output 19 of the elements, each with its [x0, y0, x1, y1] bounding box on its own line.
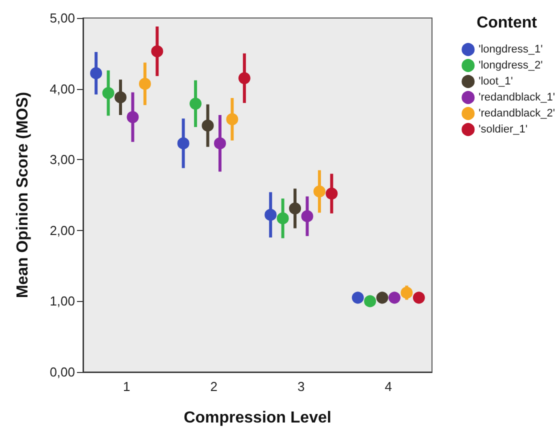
y-tick-label: 4,00 [50, 81, 75, 96]
x-tick-label: 4 [384, 379, 392, 394]
x-tick-label: 2 [210, 379, 218, 394]
y-tick-label: 5,00 [50, 10, 75, 26]
y-axis-title: Mean Opinion Score (MOS) [14, 92, 32, 298]
legend-label: 'longdress_1' [478, 44, 543, 56]
legend-label: 'soldier_1' [478, 124, 528, 136]
legend-label: 'redandblack_1' [478, 92, 556, 104]
legend-title: Content [476, 14, 538, 32]
y-tick-label: 0,00 [50, 364, 75, 380]
legend-label: 'redandblack_2' [478, 108, 556, 120]
x-tick-label: 1 [123, 379, 130, 394]
y-tick-label: 1,00 [50, 294, 75, 309]
y-tick-label: 2,00 [50, 222, 75, 238]
y-tick-label: 3,00 [50, 152, 75, 168]
legend-label: 'longdress_2' [478, 60, 543, 72]
x-tick-label: 3 [298, 379, 305, 394]
legend-label: 'loot_1' [478, 76, 513, 88]
x-axis-title: Compression Level [184, 410, 332, 426]
